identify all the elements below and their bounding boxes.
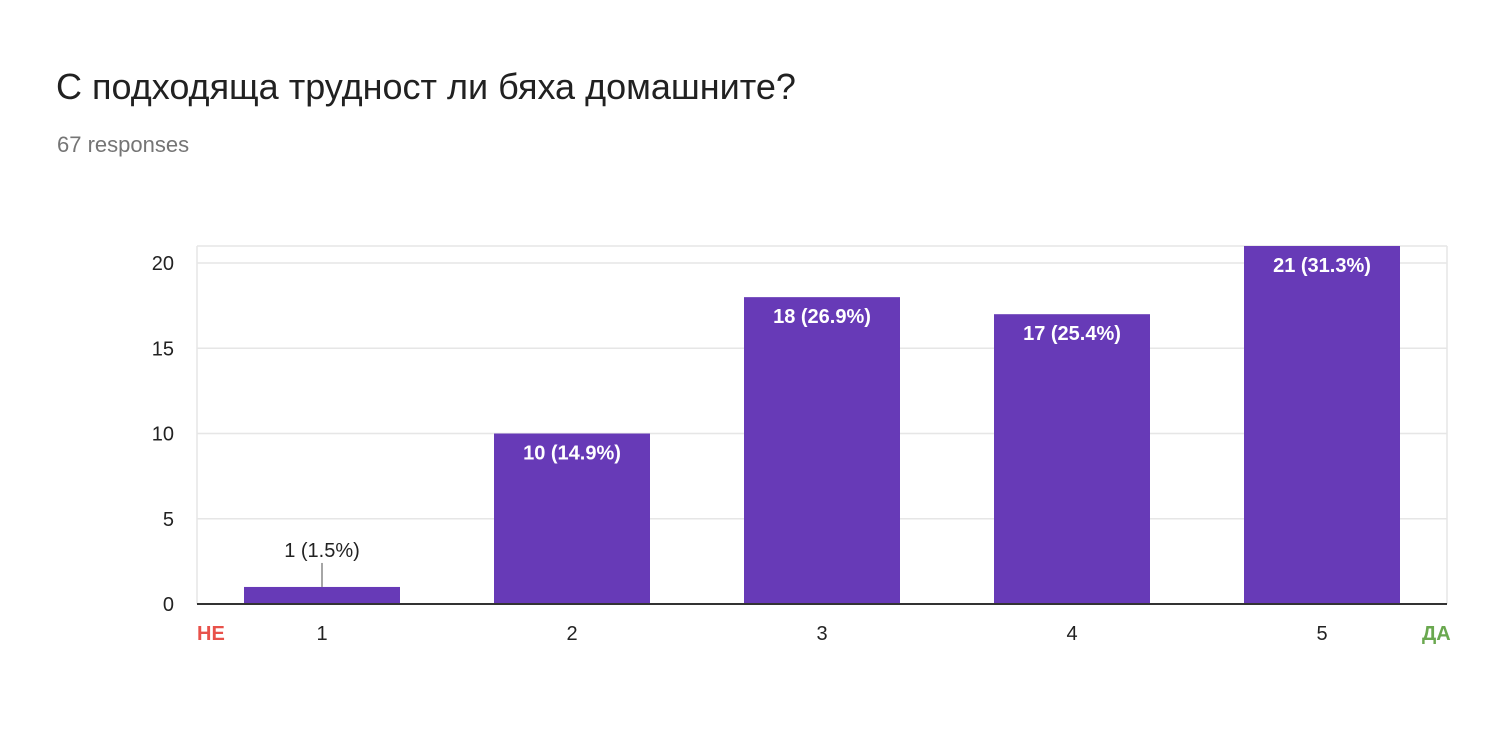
- x-tick-label-1: 1: [316, 623, 327, 645]
- bar-2: [494, 433, 650, 604]
- y-tick-label-15: 15: [152, 338, 174, 360]
- bar-4: [994, 314, 1150, 604]
- bar-label-4: 17 (25.4%): [1023, 323, 1121, 345]
- bar-5: [1244, 246, 1400, 604]
- bar-label-1: 1 (1.5%): [284, 540, 360, 562]
- chart-title: С подходяща трудност ли бяха домашните?: [56, 66, 796, 107]
- y-tick-label-0: 0: [163, 594, 174, 616]
- bar-1: [244, 586, 400, 604]
- bar-3: [744, 297, 900, 604]
- scale-high-label: ДА: [1422, 623, 1451, 645]
- bar-label-3: 18 (26.9%): [773, 306, 871, 328]
- response-count: 67 responses: [57, 132, 190, 157]
- scale-low-label: НЕ: [197, 623, 225, 645]
- y-tick-label-10: 10: [152, 424, 174, 446]
- x-tick-label-3: 3: [816, 623, 827, 645]
- bar-label-5: 21 (31.3%): [1273, 255, 1371, 277]
- x-tick-label-2: 2: [566, 623, 577, 645]
- x-tick-label-4: 4: [1066, 623, 1077, 645]
- bar-label-2: 10 (14.9%): [523, 443, 621, 465]
- y-tick-label-5: 5: [163, 509, 174, 531]
- y-tick-label-20: 20: [152, 253, 174, 275]
- x-tick-label-5: 5: [1316, 623, 1327, 645]
